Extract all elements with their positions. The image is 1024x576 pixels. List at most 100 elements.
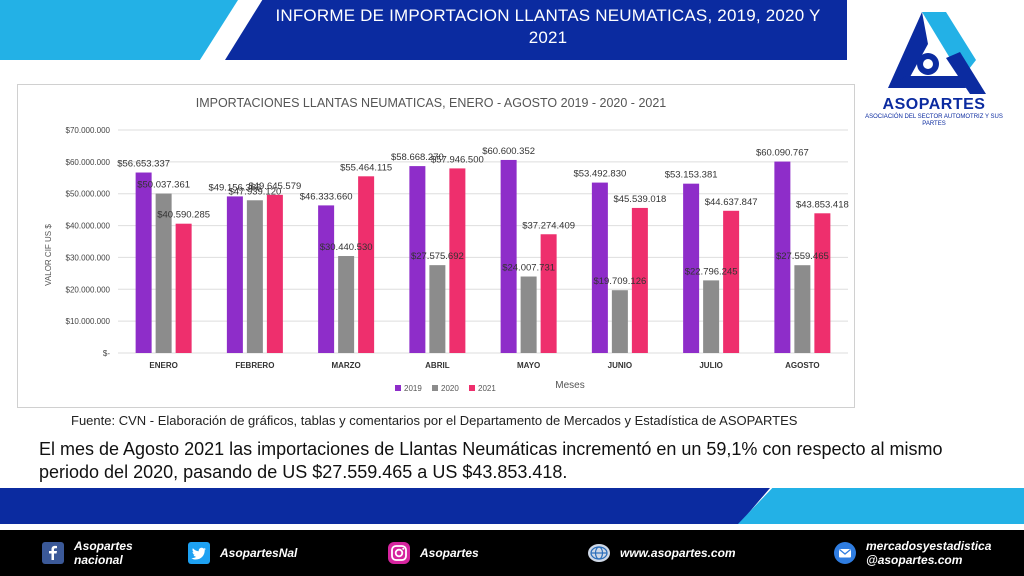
legend: 2019 2020 2021	[395, 384, 496, 393]
data-label: $37.274.409	[522, 220, 575, 231]
logo-name: ASOPARTES	[882, 96, 986, 113]
bar-2019-agosto	[774, 161, 791, 353]
data-label: $53.492.830	[573, 169, 626, 180]
data-label: $40.590.285	[157, 210, 210, 221]
y-tick-label: $50.000.000	[66, 190, 111, 199]
bottom-band-blue	[0, 488, 770, 524]
data-label: $49.156.366	[208, 182, 261, 193]
bar-2021-mayo	[540, 234, 557, 353]
bars	[135, 159, 831, 353]
chart-title: IMPORTACIONES LLANTAS NEUMATICAS, ENERO …	[196, 96, 667, 110]
social-footer: Asopartes nacional AsopartesNal Asoparte…	[0, 530, 1024, 576]
data-label: $56.653.337	[117, 159, 170, 170]
bar-2020-julio	[703, 280, 720, 353]
instagram-icon	[388, 542, 410, 564]
footer-website[interactable]: www.asopartes.com	[588, 530, 736, 576]
bar-2019-abril	[409, 166, 426, 353]
bar-2021-marzo	[358, 176, 375, 353]
y-tick-label: $70.000.000	[66, 126, 111, 135]
bar-2019-julio	[683, 183, 700, 353]
bar-2019-enero	[135, 172, 152, 353]
data-label: $46.333.660	[300, 191, 353, 202]
bar-2019-mayo	[500, 159, 517, 353]
x-tick-label: JUNIO	[608, 361, 632, 370]
logo-subtitle: ASOCIACIÓN DEL SECTOR AUTOMOTRIZ Y SUS P…	[865, 114, 1003, 127]
x-tick-labels: ENERO FEBRERO MARZO ABRIL MAYO JUNIO JULIO AGOS…	[149, 361, 819, 370]
page-title: INFORME DE IMPORTACION LLANTAS NEUMATICA…	[275, 6, 821, 47]
legend-label: 2019	[404, 384, 422, 393]
bar-2020-febrero	[246, 200, 263, 353]
data-label: $57.946.500	[431, 154, 484, 165]
header-band	[225, 0, 847, 60]
y-axis-label: VALOR CIF US $	[44, 224, 53, 286]
footer-email[interactable]: mercadosyestadistica @asopartes.com	[834, 530, 991, 576]
bar-2020-mayo	[520, 276, 537, 353]
email-line-2: @asopartes.com	[866, 553, 963, 567]
data-label: $55.464.115	[340, 162, 392, 173]
footer-facebook[interactable]: Asopartes nacional	[42, 530, 146, 576]
data-label: $24.007.731	[502, 263, 555, 274]
commentary-text: El mes de Agosto 2021 las importaciones …	[39, 439, 943, 482]
facebook-icon	[42, 542, 64, 564]
data-label: $27.559.465	[776, 251, 829, 262]
footer-twitter[interactable]: AsopartesNal	[188, 530, 297, 576]
bar-2020-enero	[155, 193, 172, 353]
bar-2019-junio	[591, 182, 608, 353]
data-label: $27.575.692	[411, 251, 464, 262]
bar-2021-julio	[723, 210, 740, 353]
y-tick-label: $40.000.000	[66, 222, 111, 231]
twitter-handle: AsopartesNal	[220, 546, 298, 560]
y-tick-label: $-	[103, 349, 110, 358]
instagram-handle: Asopartes	[420, 546, 479, 560]
x-tick-label: FEBRERO	[235, 361, 274, 370]
footer-instagram[interactable]: Asopartes	[388, 530, 479, 576]
bar-2021-febrero	[266, 194, 283, 353]
x-tick-label: ENERO	[149, 361, 177, 370]
bar-2020-abril	[429, 265, 446, 353]
asopartes-logo-icon	[888, 12, 986, 94]
data-label: $49.645.579	[248, 181, 301, 192]
x-tick-label: AGOSTO	[785, 361, 820, 370]
bar-2021-agosto	[814, 213, 831, 353]
data-label: $58.668.270	[391, 152, 444, 163]
x-tick-label: MARZO	[331, 361, 360, 370]
legend-label: 2021	[478, 384, 496, 393]
data-label: $53.153.381	[665, 170, 718, 181]
bar-2020-junio	[611, 290, 628, 353]
bar-2021-junio	[631, 207, 648, 353]
bar-2020-marzo	[338, 256, 355, 353]
data-label: $30.440.530	[320, 242, 373, 253]
website-link: www.asopartes.com	[620, 546, 736, 560]
legend-swatch-2019	[395, 385, 401, 391]
x-tick-label: ABRIL	[425, 361, 450, 370]
data-labels: $56.653.337 $50.037.361 $40.590.285 $49.156…	[117, 146, 849, 287]
data-label: $60.090.767	[756, 148, 809, 159]
legend-label: 2020	[441, 384, 459, 393]
data-label: $60.600.352	[482, 146, 535, 157]
x-tick-label: MAYO	[517, 361, 540, 370]
y-tick-labels: $- $10.000.000 $20.000.000 $30.000.000 $40.0…	[66, 126, 111, 358]
bar-2021-abril	[449, 168, 466, 353]
email-line-1: mercadosyestadistica	[866, 539, 992, 553]
data-label: $45.539.018	[613, 194, 666, 205]
source-note: Fuente: CVN - Elaboración de gráficos, t…	[71, 413, 798, 428]
legend-swatch-2020	[432, 385, 438, 391]
x-axis-label: Meses	[555, 380, 584, 391]
data-label: $19.709.126	[593, 276, 646, 287]
legend-swatch-2021	[469, 385, 475, 391]
bar-2019-febrero	[226, 196, 243, 353]
bottom-band-cyan	[738, 488, 1024, 524]
data-label: $47.939.120	[228, 186, 281, 197]
y-tick-label: $20.000.000	[66, 285, 111, 294]
y-tick-label: $60.000.000	[66, 158, 111, 167]
bar-2020-agosto	[794, 265, 811, 353]
bar-chart: IMPORTACIONES LLANTAS NEUMATICAS, ENERO …	[44, 96, 849, 393]
chart-panel: IMPORTACIONES LLANTAS NEUMATICAS, ENERO …	[17, 84, 855, 408]
twitter-icon	[188, 542, 210, 564]
data-label: $50.037.361	[137, 180, 190, 191]
globe-icon	[588, 544, 610, 562]
data-label: $44.637.847	[705, 197, 758, 208]
x-tick-label: JULIO	[699, 361, 723, 370]
y-tick-label: $10.000.000	[66, 317, 111, 326]
facebook-handle: Asopartes nacional	[74, 539, 133, 567]
